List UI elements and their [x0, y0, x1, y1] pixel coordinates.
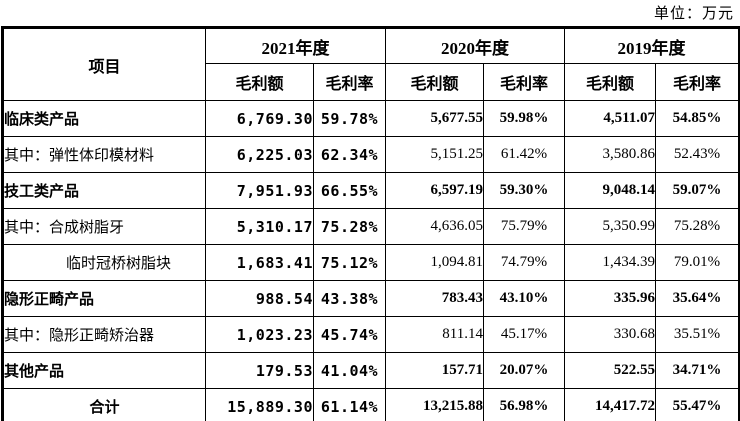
gross-profit-amount-2020: 1,094.81 [385, 244, 484, 281]
row-label: 隐形正畸产品 [2, 280, 206, 317]
row-label: 临时冠桥树脂块 [2, 244, 206, 281]
unit-label: 单位：万元 [653, 6, 734, 22]
gross-margin-rate-2021: 75.28% [313, 208, 386, 245]
gross-margin-rate-2019: 75.28% [655, 208, 740, 245]
gross-profit-amount-2021: 1,683.41 [205, 244, 314, 281]
gross-margin-rate-2020: 74.79% [483, 244, 565, 281]
gross-profit-amount-2020: 811.14 [385, 316, 484, 353]
gross-margin-rate-2019: 54.85% [655, 100, 740, 137]
gross-profit-amount-2021: 7,951.93 [205, 172, 314, 209]
year-header-2019: 2019年度 [564, 27, 740, 64]
table-row-other-products: 其他产品 179.53 41.04% 157.71 20.07% 522.55 … [2, 352, 740, 389]
gross-profit-amount-2019: 9,048.14 [564, 172, 656, 209]
gross-profit-amount-2019: 4,511.07 [564, 100, 656, 137]
table-body: 临床类产品 6,769.30 59.78% 5,677.55 59.98% 4,… [2, 100, 740, 421]
gross-profit-amount-2019: 330.68 [564, 316, 656, 353]
gross-profit-amount-2020: 783.43 [385, 280, 484, 317]
table-row-technical-products: 技工类产品 7,951.93 66.55% 6,597.19 59.30% 9,… [2, 172, 740, 209]
table-row-clinical-products: 临床类产品 6,769.30 59.78% 5,677.55 59.98% 4,… [2, 100, 740, 137]
gross-profit-amount-2021: 15,889.30 [205, 388, 314, 421]
table-row-temporary-crown-bridge-resin-block: 临时冠桥树脂块 1,683.41 75.12% 1,094.81 74.79% … [2, 244, 740, 281]
gross-margin-rate-2020: 61.42% [483, 136, 565, 173]
amount-header-2021: 毛利额 [205, 63, 314, 101]
amount-header-2020: 毛利额 [385, 63, 484, 101]
gross-margin-rate-2020: 45.17% [483, 316, 565, 353]
year-header-2020: 2020年度 [385, 27, 565, 64]
gross-margin-rate-2021: 61.14% [313, 388, 386, 421]
gross-profit-amount-2019: 335.96 [564, 280, 656, 317]
gross-profit-amount-2021: 6,769.30 [205, 100, 314, 137]
rate-header-2020: 毛利率 [483, 63, 565, 101]
gross-profit-amount-2020: 157.71 [385, 352, 484, 389]
gross-margin-rate-2019: 55.47% [655, 388, 740, 421]
table-row-invisible-orthodontic-appliance: 其中：隐形正畸矫治器 1,023.23 45.74% 811.14 45.17%… [2, 316, 740, 353]
gross-margin-rate-2021: 75.12% [313, 244, 386, 281]
gross-margin-rate-2021: 66.55% [313, 172, 386, 209]
row-label: 合计 [2, 388, 206, 421]
gross-profit-amount-2019: 1,434.39 [564, 244, 656, 281]
gross-margin-rate-2021: 45.74% [313, 316, 386, 353]
gross-margin-rate-2019: 34.71% [655, 352, 740, 389]
row-label: 其他产品 [2, 352, 206, 389]
table-row-total: 合计 15,889.30 61.14% 13,215.88 56.98% 14,… [2, 388, 740, 421]
gross-margin-rate-2020: 43.10% [483, 280, 565, 317]
gross-profit-amount-2020: 4,636.05 [385, 208, 484, 245]
gross-margin-rate-2020: 59.30% [483, 172, 565, 209]
table-row-elastomer-impression-material: 其中：弹性体印模材料 6,225.03 62.34% 5,151.25 61.4… [2, 136, 740, 173]
gross-profit-table: 项目 2021年度 2020年度 2019年度 毛利额 毛利率 毛利额 毛利率 … [1, 26, 740, 421]
gross-profit-amount-2021: 6,225.03 [205, 136, 314, 173]
row-label: 其中：合成树脂牙 [2, 208, 206, 245]
gross-profit-amount-2021: 988.54 [205, 280, 314, 317]
item-column-header: 项目 [2, 27, 206, 101]
row-label: 临床类产品 [2, 100, 206, 137]
gross-margin-rate-2020: 20.07% [483, 352, 565, 389]
gross-margin-rate-2020: 56.98% [483, 388, 565, 421]
gross-profit-amount-2019: 522.55 [564, 352, 656, 389]
table-header: 项目 2021年度 2020年度 2019年度 毛利额 毛利率 毛利额 毛利率 … [2, 27, 740, 101]
year-header-2021: 2021年度 [205, 27, 386, 64]
gross-margin-rate-2019: 79.01% [655, 244, 740, 281]
gross-margin-rate-2019: 52.43% [655, 136, 740, 173]
header-row-years: 项目 2021年度 2020年度 2019年度 [2, 27, 740, 101]
gross-margin-rate-2019: 35.51% [655, 316, 740, 353]
gross-profit-amount-2020: 6,597.19 [385, 172, 484, 209]
gross-margin-rate-2021: 41.04% [313, 352, 386, 389]
gross-margin-rate-2019: 35.64% [655, 280, 740, 317]
header-row-metrics: 毛利额 毛利率 毛利额 毛利率 毛利额 毛利率 [3, 63, 740, 101]
gross-margin-rate-2020: 59.98% [483, 100, 565, 137]
gross-margin-rate-2020: 75.79% [483, 208, 565, 245]
amount-header-2019: 毛利额 [564, 63, 656, 101]
gross-profit-amount-2021: 179.53 [205, 352, 314, 389]
rate-header-2021: 毛利率 [313, 63, 386, 101]
gross-margin-rate-2019: 59.07% [655, 172, 740, 209]
gross-profit-amount-2019: 14,417.72 [564, 388, 656, 421]
row-label: 其中：隐形正畸矫治器 [2, 316, 206, 353]
gross-margin-rate-2021: 43.38% [313, 280, 386, 317]
row-label: 技工类产品 [2, 172, 206, 209]
gross-profit-amount-2019: 3,580.86 [564, 136, 656, 173]
row-label: 其中：弹性体印模材料 [2, 136, 206, 173]
table-row-invisible-orthodontic-products: 隐形正畸产品 988.54 43.38% 783.43 43.10% 335.9… [2, 280, 740, 317]
gross-profit-amount-2020: 5,151.25 [385, 136, 484, 173]
table-row-synthetic-resin-teeth: 其中：合成树脂牙 5,310.17 75.28% 4,636.05 75.79%… [2, 208, 740, 245]
gross-profit-amount-2019: 5,350.99 [564, 208, 656, 245]
gross-profit-amount-2020: 13,215.88 [385, 388, 484, 421]
gross-profit-amount-2020: 5,677.55 [385, 100, 484, 137]
gross-profit-amount-2021: 1,023.23 [205, 316, 314, 353]
gross-margin-rate-2021: 62.34% [313, 136, 386, 173]
gross-margin-rate-2021: 59.78% [313, 100, 386, 137]
gross-profit-amount-2021: 5,310.17 [205, 208, 314, 245]
rate-header-2019: 毛利率 [655, 63, 740, 101]
